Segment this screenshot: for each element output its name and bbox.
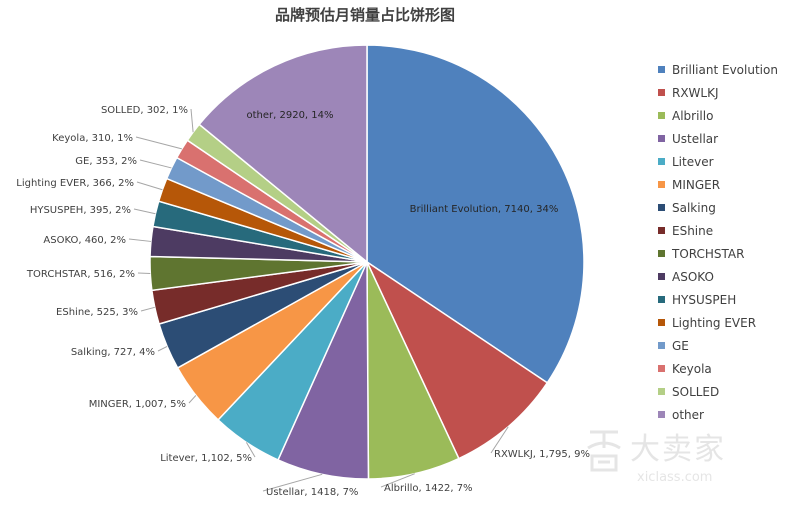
data-label: Lighting EVER, 366, 2%: [16, 178, 134, 189]
legend-swatch: [658, 181, 665, 188]
legend-label: EShine: [672, 223, 714, 238]
leader-line: [262, 473, 323, 492]
legend-item: Lighting EVER: [658, 311, 798, 334]
legend-label: TORCHSTAR: [672, 246, 745, 261]
legend-swatch: [658, 158, 665, 165]
data-label: SOLLED, 302, 1%: [101, 105, 188, 116]
legend-item: Brilliant Evolution: [658, 58, 798, 81]
legend-label: ASOKO: [672, 269, 714, 284]
leader-line: [135, 136, 182, 150]
data-label: HYSUSPEH, 395, 2%: [30, 205, 131, 216]
legend-label: SOLLED: [672, 384, 720, 399]
legend-item: Salking: [658, 196, 798, 219]
legend-swatch: [658, 411, 665, 418]
legend-item: Litever: [658, 150, 798, 173]
legend-item: HYSUSPEH: [658, 288, 798, 311]
legend-swatch: [658, 89, 665, 96]
watermark: 大卖家 xiclass.com: [582, 424, 762, 504]
legend-label: Litever: [672, 154, 714, 169]
legend-label: HYSUSPEH: [672, 292, 737, 307]
legend-item: Albrillo: [658, 104, 798, 127]
leader-line: [136, 181, 163, 191]
data-label: Keyola, 310, 1%: [52, 133, 133, 144]
legend-swatch: [658, 388, 665, 395]
daimaijia-logo-icon: [587, 430, 621, 472]
data-label: EShine, 525, 3%: [56, 307, 138, 318]
legend-label: MINGER: [672, 177, 721, 192]
leader-line: [490, 426, 509, 454]
data-label: Salking, 727, 4%: [71, 347, 155, 358]
data-label: Albrillo, 1422, 7%: [384, 483, 473, 494]
legend-label: Albrillo: [672, 108, 714, 123]
legend-item: RXWLKJ: [658, 81, 798, 104]
data-label: MINGER, 1,007, 5%: [89, 399, 186, 410]
legend-label: Lighting EVER: [672, 315, 757, 330]
data-label: GE, 353, 2%: [75, 156, 137, 167]
chart-legend: Brilliant Evolution RXWLKJ Albrillo Ustella…: [658, 58, 798, 426]
legend-swatch: [658, 296, 665, 303]
legend-label: Keyola: [672, 361, 712, 376]
legend-item: Ustellar: [658, 127, 798, 150]
legend-item: EShine: [658, 219, 798, 242]
data-label: Ustellar, 1418, 7%: [266, 487, 358, 498]
legend-item: Keyola: [658, 357, 798, 380]
data-label: RXWLKJ, 1,795, 9%: [494, 449, 590, 460]
data-label: other, 2920, 14%: [246, 110, 333, 121]
leader-line: [133, 208, 156, 215]
legend-swatch: [658, 204, 665, 211]
legend-swatch: [658, 66, 665, 73]
legend-swatch: [658, 135, 665, 142]
legend-label: Ustellar: [672, 131, 719, 146]
leader-line: [139, 159, 172, 169]
watermark-url: xiclass.com: [637, 470, 713, 485]
legend-item: ASOKO: [658, 265, 798, 288]
legend-item: SOLLED: [658, 380, 798, 403]
data-label: TORCHSTAR, 516, 2%: [26, 269, 135, 280]
legend-label: other: [672, 407, 704, 422]
legend-label: GE: [672, 338, 689, 353]
chart-title: 品牌预估月销量占比饼形图: [274, 6, 455, 24]
legend-label: Brilliant Evolution: [672, 62, 778, 77]
leader-line: [128, 238, 152, 242]
leader-line: [157, 346, 168, 352]
leader-line: [140, 306, 155, 312]
legend-swatch: [658, 227, 665, 234]
data-label: Litever, 1,102, 5%: [160, 453, 252, 464]
watermark-text: 大卖家: [630, 432, 726, 467]
legend-label: Salking: [672, 200, 716, 215]
data-label: Brilliant Evolution, 7140, 34%: [410, 204, 559, 215]
legend-swatch: [658, 319, 665, 326]
legend-swatch: [658, 273, 665, 280]
legend-swatch: [658, 365, 665, 372]
legend-swatch: [658, 112, 665, 119]
leader-line: [188, 395, 197, 404]
pie-slice-other: [198, 44, 368, 264]
legend-item: MINGER: [658, 173, 798, 196]
legend-item: TORCHSTAR: [658, 242, 798, 265]
legend-swatch: [658, 342, 665, 349]
legend-item: other: [658, 403, 798, 426]
legend-item: GE: [658, 334, 798, 357]
pie-slice-brilliant-evolution: [366, 44, 585, 384]
leader-line: [245, 442, 256, 458]
data-label: ASOKO, 460, 2%: [43, 235, 126, 246]
legend-label: RXWLKJ: [672, 85, 719, 100]
legend-swatch: [658, 250, 665, 257]
leader-line: [380, 473, 415, 488]
leader-line: [190, 108, 194, 133]
